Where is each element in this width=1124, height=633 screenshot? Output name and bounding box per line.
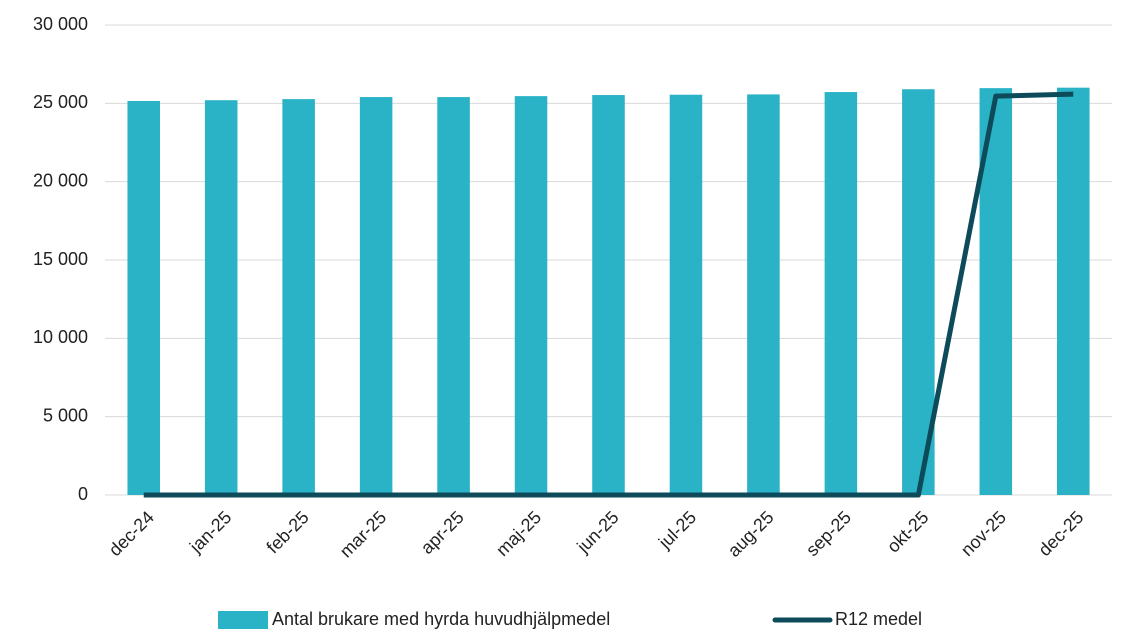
y-tick-label: 30 000	[33, 14, 88, 34]
bar	[282, 99, 315, 495]
y-tick-label: 25 000	[33, 92, 88, 112]
x-tick-label: okt-25	[883, 507, 933, 557]
bar	[1057, 87, 1090, 496]
bar	[127, 100, 160, 495]
legend-label: R12 medel	[835, 609, 922, 629]
x-tick-label: jun-25	[572, 507, 622, 557]
bar	[359, 97, 393, 496]
bar	[824, 92, 858, 495]
y-tick-label: 15 000	[33, 249, 88, 269]
x-tick-label: dec-25	[1034, 507, 1087, 560]
line	[143, 91, 1074, 498]
legend-label: Antal brukare med hyrda huvudhjälpmedel	[272, 609, 610, 629]
x-tick-label: maj-25	[492, 507, 545, 560]
bar	[514, 96, 548, 496]
y-tick-label: 20 000	[33, 170, 88, 190]
bar	[437, 97, 470, 496]
y-tick-label: 10 000	[33, 327, 88, 347]
x-tick-label: dec-24	[105, 507, 158, 560]
x-tick-label: aug-25	[724, 507, 778, 561]
x-tick-label: jul-25	[654, 507, 700, 553]
x-tick-label: apr-25	[417, 507, 468, 558]
bar	[669, 94, 703, 495]
bar	[747, 94, 780, 496]
x-tick-label: nov-25	[957, 507, 1010, 560]
legend-swatch	[218, 611, 268, 629]
x-tick-label: jan-25	[185, 507, 235, 557]
bar	[204, 100, 238, 495]
x-tick-label: mar-25	[336, 507, 390, 561]
bar	[592, 95, 625, 495]
y-tick-label: 5 000	[43, 405, 88, 425]
x-tick-label: feb-25	[263, 507, 313, 557]
x-tick-label: sep-25	[802, 507, 855, 560]
y-tick-label: 0	[78, 484, 88, 504]
